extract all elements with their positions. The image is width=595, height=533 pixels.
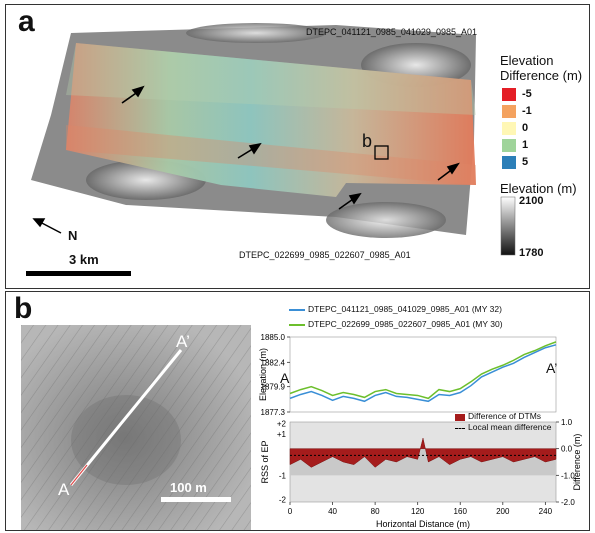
bottom-right-tick-label: 1.0 (561, 418, 573, 427)
legend-line-swatch (455, 428, 465, 429)
legend-diff-title-2: Difference (m) (500, 68, 583, 83)
scale-bar-b (161, 497, 231, 502)
scale-bar-a (26, 271, 131, 276)
series-legend-swatches (289, 309, 305, 326)
legend-elevation-min: 1780 (519, 247, 544, 259)
panel-b-label: b (14, 292, 33, 325)
legend-bar-swatch (455, 414, 465, 421)
chart-start-label: A (280, 370, 290, 386)
series-legend-2: DTEPC_022699_0985_022607_0985_A01 (MY 30… (308, 319, 503, 329)
panel-a-label: a (18, 5, 35, 38)
legend-diff-label: 0 (522, 122, 529, 134)
bottom-right-tick-label: 0.0 (561, 445, 573, 454)
legend-diff-swatch (502, 122, 516, 135)
feature-arrows (121, 85, 460, 210)
scale-label-b: 100 m (170, 480, 207, 495)
strip-label-bottom: DTEPC_022699_0985_022607_0985_A01 (239, 250, 411, 260)
bottom-right-tick-label: -1.0 (561, 471, 575, 480)
legend-diff-swatch (502, 105, 516, 118)
bottom-xtick-label: 120 (411, 507, 425, 516)
profile-line (69, 349, 183, 486)
legend-elevation-title: Elevation (m) (500, 181, 577, 196)
panel-a-figure (26, 23, 516, 276)
bottom-xtick-label: 40 (328, 507, 337, 516)
panel-b: b A A’ 100 m DTEPC_041121_0985_041029_09… (5, 291, 590, 531)
legend-diff-swatch (502, 139, 516, 152)
bottom-xtick-label: 160 (454, 507, 468, 516)
legend-line-label: Local mean difference (468, 422, 552, 432)
legend-diff-swatch (502, 88, 516, 101)
top-ytick-label: 1879.9 (261, 383, 286, 392)
series-legend-1: DTEPC_041121_0985_041029_0985_A01 (MY 32… (308, 304, 502, 314)
box-b-label: b (362, 131, 373, 151)
profile-series-line-1 (289, 344, 557, 403)
profile-charts: 1885.0 1882.4 1879.9 1877.3 Elevation (m) +2 +… (258, 333, 582, 529)
bottom-xtick-label: 200 (496, 507, 510, 516)
point-a-prime-label: A’ (176, 332, 190, 351)
hillshade-image (21, 325, 251, 530)
legend-bar-label: Difference of DTMs (468, 411, 542, 421)
top-ytick-label: 1877.3 (261, 408, 286, 417)
bottom-right-tick-label: -2.0 (561, 498, 575, 507)
region-b-box (374, 145, 389, 160)
top-chart-frame (289, 336, 557, 413)
profile-series-line-2 (289, 341, 557, 400)
bottom-left-tick-label: +1 (277, 430, 287, 439)
bottom-xtick-label: 80 (371, 507, 380, 516)
legend-diff-swatch (502, 156, 516, 169)
bottom-xtick-label: 0 (288, 507, 293, 516)
legend-diff-label: -5 (522, 88, 532, 100)
top-ytick-label: 1882.4 (261, 358, 286, 367)
chart-end-label: A’ (546, 360, 558, 376)
top-ylabel: Elevation (m) (258, 348, 268, 401)
strip-label-top: DTEPC_041121_0985_041029_0985_A01 (306, 27, 477, 37)
bottom-ylabel-left: RSS of EP (260, 440, 270, 483)
legend-diff-label: -1 (522, 105, 532, 117)
bottom-left-tick-label: -1 (279, 471, 287, 480)
bottom-xlabel: Horizontal Distance (m) (376, 519, 470, 529)
elevation-colorbar (500, 196, 516, 256)
scale-label-a: 3 km (69, 252, 99, 267)
legend-diff-label: 1 (522, 139, 529, 151)
point-a-label: A (58, 480, 70, 499)
bottom-ylabel-right: Difference (m) (572, 434, 582, 491)
legend-diff-label: 5 (522, 156, 529, 168)
elevation-difference-strip (66, 43, 476, 197)
legend-diff-title-1: Elevation (500, 53, 554, 68)
north-label: N (68, 228, 78, 243)
top-ytick-label: 1885.0 (261, 333, 286, 342)
bottom-left-tick-label: +2 (277, 419, 287, 428)
legend-elevation-max: 2100 (519, 195, 544, 207)
panel-a: a DTEPC_041121_0985_041029_0985_A01 DTEP… (5, 4, 590, 289)
difference-area (289, 437, 557, 468)
bottom-left-tick-label: -2 (279, 495, 287, 504)
bottom-xtick-label: 240 (539, 507, 553, 516)
north-arrow-icon (32, 218, 62, 234)
